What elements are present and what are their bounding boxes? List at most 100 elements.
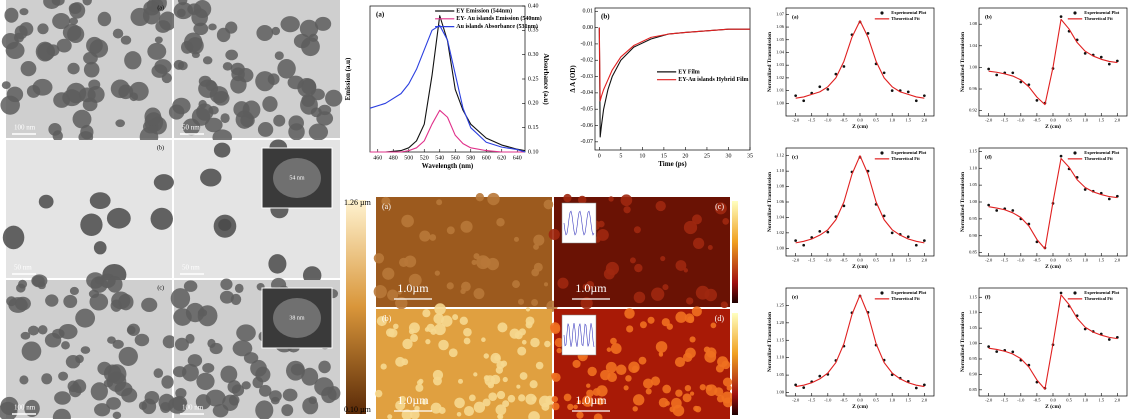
- island: [401, 358, 408, 365]
- particle: [81, 346, 91, 354]
- particle: [115, 119, 125, 127]
- island: [419, 231, 430, 242]
- x-tick-label: -2.0: [792, 258, 800, 263]
- data-point: [1100, 56, 1103, 59]
- particle: [142, 398, 157, 414]
- data-point: [987, 204, 990, 207]
- island: [587, 367, 596, 376]
- y-axis-label: Δ A (OD): [569, 65, 577, 93]
- data-point: [818, 375, 821, 378]
- island: [643, 379, 653, 389]
- legend-swatch: [880, 291, 883, 294]
- particle: [173, 366, 186, 377]
- island: [675, 312, 686, 323]
- x-axis-label: Wavelength (nm): [422, 162, 474, 170]
- island: [706, 385, 712, 391]
- island: [473, 372, 477, 376]
- y-tick-label: -0.07: [581, 139, 594, 145]
- legend-label: Experimental Plot: [891, 10, 927, 15]
- island: [624, 308, 634, 318]
- data-line: [370, 25, 525, 152]
- data-point: [987, 345, 990, 348]
- particle: [268, 73, 280, 85]
- particle: [220, 366, 237, 383]
- x-tick-label: 1.0: [889, 258, 895, 263]
- island: [434, 303, 446, 315]
- island: [502, 400, 509, 407]
- x-tick-label: -1.0: [824, 258, 832, 263]
- island: [692, 306, 702, 316]
- particle: [90, 192, 111, 209]
- island: [452, 314, 458, 320]
- particle: [53, 130, 63, 141]
- island: [621, 194, 633, 206]
- x-tick-label: 480: [389, 155, 398, 161]
- data-line: [796, 156, 925, 243]
- particle: [225, 50, 238, 61]
- x-tick-label: -1.0: [1017, 398, 1025, 403]
- particle: [242, 381, 251, 389]
- particle: [75, 309, 95, 328]
- x-tick-label: -1.5: [1001, 398, 1009, 403]
- data-point: [1060, 292, 1063, 295]
- data-line: [796, 21, 925, 99]
- x-tick-label: -1.5: [808, 398, 816, 403]
- island: [496, 218, 504, 226]
- particle: [301, 368, 318, 386]
- particle: [281, 404, 293, 416]
- data-point: [995, 74, 998, 77]
- island: [534, 263, 543, 272]
- particle: [2, 81, 11, 89]
- plot-frame: [786, 8, 934, 116]
- data-point: [995, 350, 998, 353]
- x-tick-label: 1.5: [905, 398, 911, 403]
- y-tick-label: -0.04: [581, 90, 594, 96]
- island: [516, 385, 520, 389]
- colorbar-max: 1.26 µm: [344, 198, 372, 207]
- particle: [67, 63, 79, 75]
- particle: [236, 324, 256, 341]
- y-tick-label: 1.05: [776, 372, 785, 377]
- island: [551, 324, 561, 334]
- data-point: [818, 85, 821, 88]
- y2-tick-label: 0.10: [528, 149, 539, 155]
- island: [639, 357, 647, 365]
- y-axis-label: Normalized Transmission: [767, 32, 773, 92]
- island: [544, 200, 554, 210]
- y-tick-label: 1.10: [969, 165, 978, 170]
- colorbar: [346, 200, 366, 414]
- legend-label: EY Film: [678, 69, 700, 75]
- particle: [111, 292, 130, 310]
- x-tick-label: 0.5: [1066, 118, 1072, 123]
- data-point: [891, 232, 894, 235]
- particle: [0, 96, 20, 115]
- island: [422, 309, 430, 317]
- chart-title: (a): [376, 11, 385, 19]
- particle: [210, 343, 223, 354]
- y-tick-label: 0.95: [969, 356, 978, 361]
- x-tick-label: 30: [725, 153, 731, 159]
- data-point: [794, 94, 797, 97]
- particle: [193, 23, 208, 35]
- chart-title: (b): [985, 13, 992, 20]
- island: [704, 351, 716, 363]
- legend-label: Au islands Absorbance (531nm): [456, 23, 538, 30]
- particle: [220, 278, 232, 290]
- particle: [41, 373, 52, 384]
- y2-tick-label: 0.20: [528, 101, 539, 107]
- island: [518, 394, 525, 401]
- island: [531, 299, 538, 306]
- legend-label: Theoretical Fit: [891, 296, 920, 301]
- particle: [162, 73, 172, 83]
- y-tick-label: 0.85: [969, 387, 978, 392]
- island: [623, 206, 630, 213]
- y-tick-label: 1.10: [776, 168, 785, 173]
- particle: [159, 12, 177, 31]
- y-tick-label: -0.05: [581, 107, 594, 113]
- island: [634, 292, 646, 304]
- x-tick-label: -0.5: [1033, 398, 1041, 403]
- legend-label: Experimental Plot: [1084, 10, 1120, 15]
- particle: [113, 412, 121, 419]
- particle: [135, 334, 150, 347]
- data-line: [370, 110, 525, 152]
